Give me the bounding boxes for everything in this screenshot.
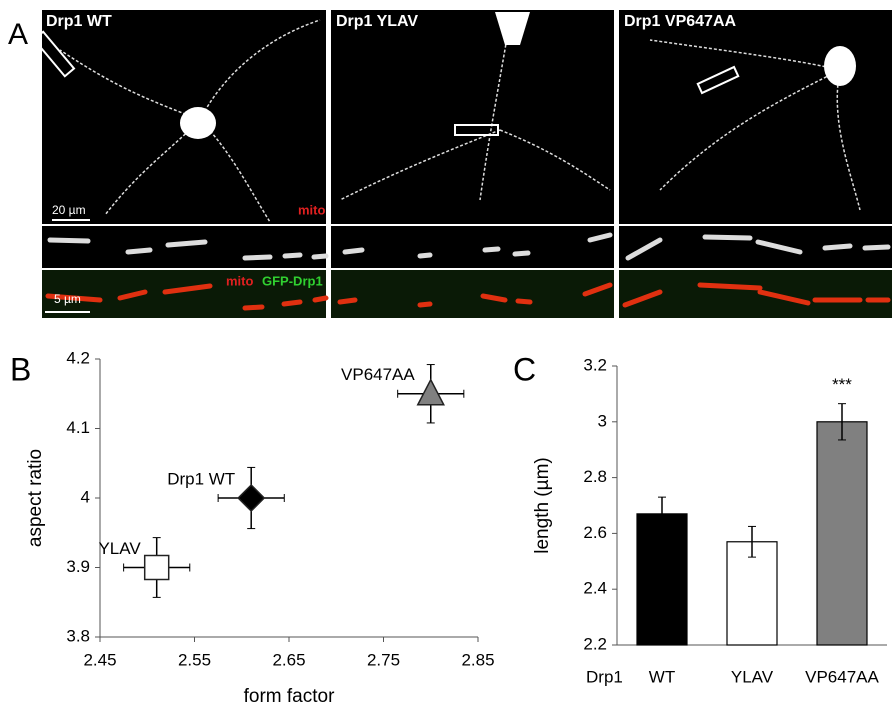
bar xyxy=(816,421,868,646)
x-tick-label: 2.45 xyxy=(83,650,116,669)
panel-label: B xyxy=(10,351,31,387)
x-tick-label: VP647AA xyxy=(805,667,879,686)
y-axis-label: aspect ratio xyxy=(25,449,46,547)
inset-box xyxy=(32,30,76,78)
y-axis-label: length (µm) xyxy=(532,457,553,553)
category-group-label: Drp1 xyxy=(586,667,623,686)
point xyxy=(416,378,445,406)
scale-label: 5 µm xyxy=(54,292,81,306)
micrograph xyxy=(42,270,326,318)
y-tick-label: 2.8 xyxy=(583,467,607,486)
panel-a: A Drp1 WT Drp1 YLAV Drp1 VP647AA 20 µm m… xyxy=(8,10,892,318)
y-tick-label: 3.2 xyxy=(583,355,607,374)
y-tick-label: 3.9 xyxy=(66,557,90,576)
x-tick-label: WT xyxy=(649,667,675,686)
inset-box xyxy=(454,124,499,136)
annotation: *** xyxy=(832,375,852,394)
image-title: Drp1 WT xyxy=(46,13,112,30)
bar xyxy=(636,513,688,646)
micrograph xyxy=(331,270,614,318)
inset-box xyxy=(696,65,740,95)
soma xyxy=(495,12,530,45)
x-tick-label: 2.65 xyxy=(272,650,305,669)
y-tick-label: 2.2 xyxy=(583,634,607,653)
y-tick-label: 4 xyxy=(81,487,90,506)
channel-label: mito xyxy=(298,202,326,217)
micrograph xyxy=(619,10,892,224)
point xyxy=(237,483,266,513)
soma xyxy=(180,107,216,139)
y-tick-label: 4.1 xyxy=(66,418,90,437)
neurite xyxy=(649,39,861,211)
micrograph xyxy=(331,226,614,268)
x-axis-label: form factor xyxy=(244,686,335,707)
point xyxy=(143,554,170,581)
x-tick-label: YLAV xyxy=(731,667,774,686)
bar xyxy=(726,541,778,646)
y-tick-label: 2.4 xyxy=(583,579,607,598)
mito-pattern xyxy=(45,282,891,311)
neurite xyxy=(59,19,321,223)
x-tick-label: 2.75 xyxy=(367,650,400,669)
image-title: Drp1 YLAV xyxy=(336,13,418,30)
micrograph xyxy=(331,10,614,224)
micrograph xyxy=(42,226,326,268)
image-title: Drp1 VP647AA xyxy=(624,13,736,30)
y-tick-label: 4.2 xyxy=(66,348,90,367)
panel-label: C xyxy=(513,351,536,387)
mito-pattern xyxy=(47,232,891,261)
scale-label: 20 µm xyxy=(52,203,86,217)
y-tick-label: 3.8 xyxy=(66,626,90,645)
x-tick-label: 2.85 xyxy=(461,650,494,669)
micrograph xyxy=(619,270,892,318)
point-label: Drp1 WT xyxy=(167,469,235,488)
y-tick-label: 2.6 xyxy=(583,523,607,542)
y-tick-label: 3 xyxy=(598,411,607,430)
point-label: VP647AA xyxy=(341,365,415,384)
x-tick-label: 2.55 xyxy=(178,650,211,669)
point-label: YLAV xyxy=(98,539,141,558)
panel-label: A xyxy=(8,18,28,51)
soma xyxy=(824,46,856,86)
channel-label: mito xyxy=(226,273,254,288)
channel-label: GFP-Drp1 xyxy=(262,273,323,288)
